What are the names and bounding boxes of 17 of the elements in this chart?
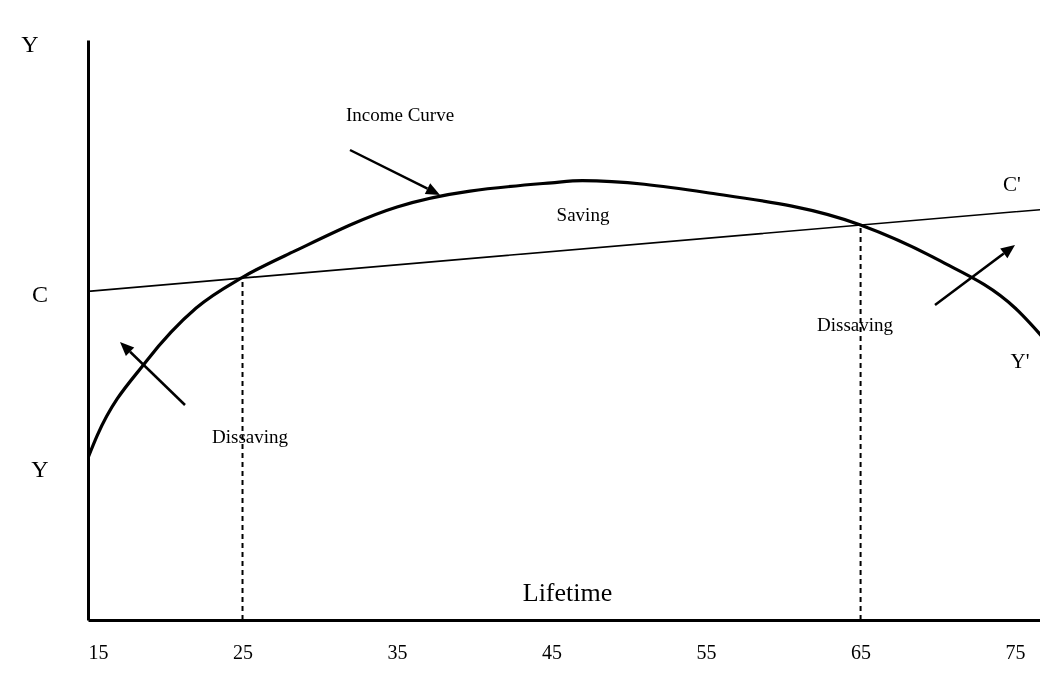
x-tick-label: 35 <box>387 640 408 663</box>
annotation: Saving <box>556 204 610 225</box>
x-tick-label: 45 <box>542 640 563 663</box>
x-tick-label: 25 <box>233 640 254 663</box>
x-tick-label: 75 <box>1005 640 1026 663</box>
text: Y <box>31 456 49 482</box>
x-tick-label: 55 <box>696 640 717 663</box>
text: C <box>31 281 49 307</box>
annotation: Dissaving <box>212 426 289 447</box>
x-axis-title: Lifetime <box>522 577 613 607</box>
x-tick-label: 15 <box>88 640 109 663</box>
annotation: Dissaving <box>817 314 894 335</box>
text: Income Curve <box>345 104 455 125</box>
annotation: Y' <box>1010 349 1030 373</box>
annotation: C' <box>1003 172 1021 196</box>
x-tick-label: 65 <box>851 640 872 663</box>
text: Y <box>21 31 39 57</box>
